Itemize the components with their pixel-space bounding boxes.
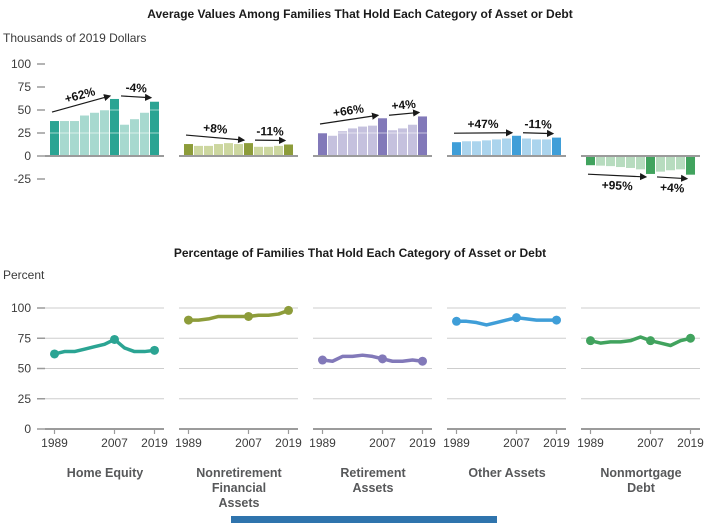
svg-text:2019: 2019 [275,436,302,450]
bottom-blue-bar [231,516,497,523]
data-point-marker [586,336,595,346]
data-point-marker [452,316,461,326]
svg-text:2007: 2007 [369,436,396,450]
line-panel-home-equity: 1989 2007 2019 [41,307,168,450]
svg-text:1989: 1989 [41,436,68,450]
data-point-marker [646,336,655,346]
svg-text:2019: 2019 [141,436,168,450]
data-point-marker [184,315,193,325]
data-point-marker [150,345,159,355]
bottom-unit-label: Percent [3,268,45,282]
top-unit-label: Thousands of 2019 Dollars [3,31,147,45]
svg-text:-25: -25 [14,172,32,186]
pct-change-annotation: +62% [63,84,97,106]
svg-text:0: 0 [24,422,31,436]
pct-change-annotation: +66% [332,101,365,120]
line-panel-nonretirement-financial-assets: 1989 2007 2019 [175,305,302,450]
pct-change-annotation: -11% [524,117,552,132]
pct-change-annotation: +95% [601,178,633,193]
data-point-marker [318,355,327,365]
data-point-marker [418,356,427,366]
pct-change-annotation: +8% [203,121,229,137]
svg-text:2007: 2007 [101,436,128,450]
line-panel-retirement-assets: 1989 2007 2019 [309,307,436,450]
data-point-marker [552,315,561,325]
data-point-marker [244,311,253,321]
pct-change-annotation: +4% [391,97,417,113]
category-label-nonmortgage-debt: Nonmortgage Debt [600,466,682,495]
svg-text:1989: 1989 [175,436,202,450]
pct-change-annotation: -4% [125,80,147,95]
data-point-marker [686,333,695,343]
bottom-chart-title: Percentage of Families That Hold Each Ca… [173,246,547,260]
category-label-home-equity: Home Equity [66,466,144,480]
data-point-marker [110,334,119,344]
pct-change-annotation: -11% [256,124,284,138]
svg-text:50: 50 [18,362,32,376]
percentage-line-charts: 100 75 50 25 0 1989 2007 2019 1989 2007 2019 1989 20… [11,301,704,450]
svg-text:2007: 2007 [235,436,262,450]
svg-text:100: 100 [11,57,31,71]
svg-text:1989: 1989 [309,436,336,450]
pct-change-annotation: +47% [467,117,498,131]
svg-text:0: 0 [24,149,31,163]
svg-text:2019: 2019 [409,436,436,450]
svg-text:2007: 2007 [637,436,664,450]
svg-text:1989: 1989 [577,436,604,450]
svg-text:2007: 2007 [503,436,530,450]
data-point-marker [284,305,293,315]
svg-text:1989: 1989 [443,436,470,450]
pct-change-annotation: +4% [660,180,685,195]
svg-text:2019: 2019 [677,436,704,450]
svg-text:50: 50 [18,103,32,117]
bar-panel-retirement-assets: +66% +4% [313,97,432,157]
bar-panel-other-assets: +47% -11% [447,109,566,157]
bar-panel-nonmortgage-debt: +95% +4% [581,155,700,196]
svg-text:2019: 2019 [543,436,570,450]
svg-text:25: 25 [18,392,32,406]
line-panel-other-assets: 1989 2007 2019 [443,307,570,450]
category-label-other-assets: Other Assets [468,466,546,480]
category-label-nonretirement-financial-assets: Nonretirement Financial Assets [196,466,282,510]
average-values-bar-charts: 100 75 50 25 0 -25 +62% -4% +8% -11% +66% +4% +47% -1… [11,57,700,196]
data-point-marker [512,313,521,323]
data-point-marker [50,349,59,359]
top-chart-title: Average Values Among Families That Hold … [147,7,573,21]
category-label-retirement-assets: Retirement Assets [340,466,406,495]
line-panel-nonmortgage-debt: 1989 2007 2019 [577,307,704,450]
svg-text:75: 75 [18,80,32,94]
svg-text:75: 75 [18,331,32,345]
bar-panel-nonretirement-financial-assets: +8% -11% [179,109,298,157]
data-point-marker [378,354,387,364]
bar-panel-home-equity: +62% -4% [45,80,164,157]
svg-text:100: 100 [11,301,31,315]
svg-text:25: 25 [18,126,32,140]
